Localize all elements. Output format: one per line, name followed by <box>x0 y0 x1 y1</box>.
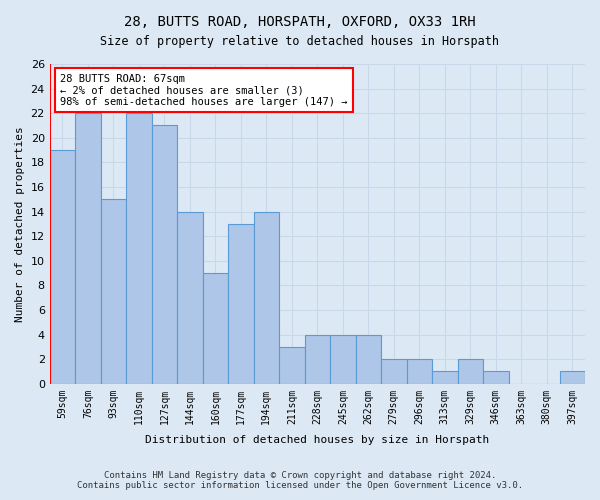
Y-axis label: Number of detached properties: Number of detached properties <box>15 126 25 322</box>
Bar <box>458 359 483 384</box>
Text: Size of property relative to detached houses in Horspath: Size of property relative to detached ho… <box>101 35 499 48</box>
Bar <box>152 126 177 384</box>
Bar <box>330 334 356 384</box>
Text: 28 BUTTS ROAD: 67sqm
← 2% of detached houses are smaller (3)
98% of semi-detache: 28 BUTTS ROAD: 67sqm ← 2% of detached ho… <box>61 74 348 107</box>
Bar <box>407 359 432 384</box>
Bar <box>254 212 279 384</box>
X-axis label: Distribution of detached houses by size in Horspath: Distribution of detached houses by size … <box>145 435 490 445</box>
Bar <box>381 359 407 384</box>
Bar <box>126 113 152 384</box>
Bar <box>50 150 75 384</box>
Bar <box>305 334 330 384</box>
Bar <box>75 113 101 384</box>
Text: 28, BUTTS ROAD, HORSPATH, OXFORD, OX33 1RH: 28, BUTTS ROAD, HORSPATH, OXFORD, OX33 1… <box>124 15 476 29</box>
Bar <box>203 273 228 384</box>
Bar <box>483 372 509 384</box>
Bar <box>228 224 254 384</box>
Bar <box>560 372 585 384</box>
Bar <box>279 347 305 384</box>
Text: Contains HM Land Registry data © Crown copyright and database right 2024.
Contai: Contains HM Land Registry data © Crown c… <box>77 470 523 490</box>
Bar <box>177 212 203 384</box>
Bar <box>432 372 458 384</box>
Bar <box>101 200 126 384</box>
Bar <box>356 334 381 384</box>
